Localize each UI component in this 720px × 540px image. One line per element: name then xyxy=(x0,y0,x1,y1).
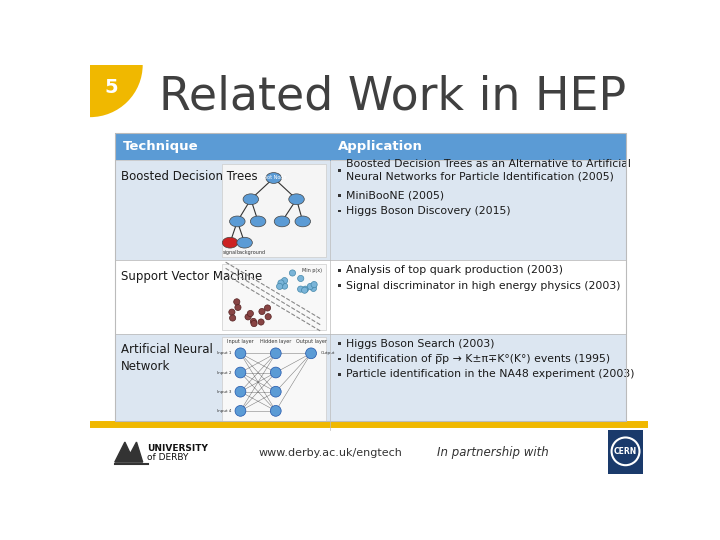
Bar xyxy=(338,194,341,197)
Text: CERN: CERN xyxy=(614,447,637,456)
Circle shape xyxy=(245,314,251,320)
Bar xyxy=(222,264,325,330)
Bar xyxy=(338,269,341,272)
Text: Input 2: Input 2 xyxy=(217,370,231,375)
Circle shape xyxy=(305,348,317,359)
Text: www.derby.ac.uk/engtech: www.derby.ac.uk/engtech xyxy=(258,448,402,458)
Bar xyxy=(338,210,341,212)
Ellipse shape xyxy=(295,216,310,227)
Text: Related Work in HEP: Related Work in HEP xyxy=(158,75,626,120)
Circle shape xyxy=(289,270,296,276)
Ellipse shape xyxy=(251,216,266,227)
Text: Signal discriminator in high energy physics (2003): Signal discriminator in high energy phys… xyxy=(346,281,620,291)
Text: of DERBY: of DERBY xyxy=(148,453,189,462)
Text: UNIVERSITY: UNIVERSITY xyxy=(148,444,208,453)
Circle shape xyxy=(265,314,271,320)
Text: signal: signal xyxy=(222,250,238,255)
Ellipse shape xyxy=(274,216,289,227)
Text: Particle identification in the NA48 experiment (2003): Particle identification in the NA48 expe… xyxy=(346,369,634,379)
Text: Output: Output xyxy=(320,352,335,355)
Circle shape xyxy=(229,309,235,315)
Circle shape xyxy=(307,284,313,289)
Circle shape xyxy=(235,386,246,397)
Bar xyxy=(90,423,648,481)
Bar xyxy=(114,260,626,334)
Circle shape xyxy=(234,299,240,305)
Circle shape xyxy=(270,386,282,397)
Circle shape xyxy=(276,284,283,289)
Circle shape xyxy=(311,281,318,288)
Text: Input layer: Input layer xyxy=(227,339,254,344)
Text: Technique: Technique xyxy=(122,140,198,153)
Circle shape xyxy=(247,310,253,316)
Circle shape xyxy=(278,280,284,286)
Text: 5: 5 xyxy=(105,78,119,97)
Bar xyxy=(608,430,644,475)
Bar xyxy=(338,342,341,345)
Text: Output layer: Output layer xyxy=(296,339,327,344)
Circle shape xyxy=(264,305,271,311)
Text: Artificial Neural
Network: Artificial Neural Network xyxy=(121,343,213,373)
Circle shape xyxy=(251,321,257,327)
Text: Min p(x): Min p(x) xyxy=(302,268,322,273)
Text: Root Node: Root Node xyxy=(261,176,287,180)
Text: Higgs Boson Search (2003): Higgs Boson Search (2003) xyxy=(346,339,494,348)
Circle shape xyxy=(230,315,235,321)
Circle shape xyxy=(258,319,264,325)
Ellipse shape xyxy=(243,194,258,205)
Text: In partnership with: In partnership with xyxy=(437,447,549,460)
Circle shape xyxy=(235,367,246,378)
Circle shape xyxy=(282,283,287,289)
Text: Application: Application xyxy=(338,140,423,153)
Circle shape xyxy=(310,285,317,292)
Bar xyxy=(222,164,325,256)
Circle shape xyxy=(235,406,246,416)
Text: background: background xyxy=(236,250,266,255)
Text: Hidden layer: Hidden layer xyxy=(260,339,292,344)
Circle shape xyxy=(297,286,304,292)
Text: Input 4: Input 4 xyxy=(217,409,231,413)
Text: Input 3: Input 3 xyxy=(217,390,231,394)
Circle shape xyxy=(251,318,256,325)
Text: Identification of p̅p → K±π∓K°(Κ°) events (1995): Identification of p̅p → K±π∓K°(Κ°) event… xyxy=(346,354,610,364)
Circle shape xyxy=(235,348,246,359)
Text: Input 1: Input 1 xyxy=(217,352,231,355)
Bar xyxy=(114,334,626,430)
Text: Higgs Boson Discovery (2015): Higgs Boson Discovery (2015) xyxy=(346,206,510,216)
Ellipse shape xyxy=(289,194,305,205)
Text: Boosted Decision Trees: Boosted Decision Trees xyxy=(121,170,258,183)
Bar xyxy=(222,338,325,426)
Circle shape xyxy=(297,275,304,281)
Bar xyxy=(114,160,626,260)
Bar xyxy=(338,285,341,287)
Polygon shape xyxy=(114,442,143,462)
Bar xyxy=(338,169,341,172)
Circle shape xyxy=(302,286,309,292)
Circle shape xyxy=(259,308,265,315)
Ellipse shape xyxy=(230,216,245,227)
Bar xyxy=(338,357,341,360)
Text: MiniBooNE (2005): MiniBooNE (2005) xyxy=(346,191,444,201)
Circle shape xyxy=(270,348,282,359)
Circle shape xyxy=(282,278,287,284)
Circle shape xyxy=(270,367,282,378)
Text: Support Vector Machine: Support Vector Machine xyxy=(121,269,262,282)
Bar xyxy=(338,373,341,376)
Circle shape xyxy=(270,406,282,416)
Circle shape xyxy=(302,287,307,293)
Circle shape xyxy=(235,305,241,310)
Ellipse shape xyxy=(266,173,282,184)
Ellipse shape xyxy=(222,237,238,248)
Bar xyxy=(114,132,626,160)
Ellipse shape xyxy=(237,237,252,248)
Text: Boosted Decision Trees as an Alternative to Artificial
Neural Networks for Parti: Boosted Decision Trees as an Alternative… xyxy=(346,159,631,181)
Bar xyxy=(114,132,626,421)
Text: Analysis of top quark production (2003): Analysis of top quark production (2003) xyxy=(346,265,563,275)
Wedge shape xyxy=(90,65,143,117)
